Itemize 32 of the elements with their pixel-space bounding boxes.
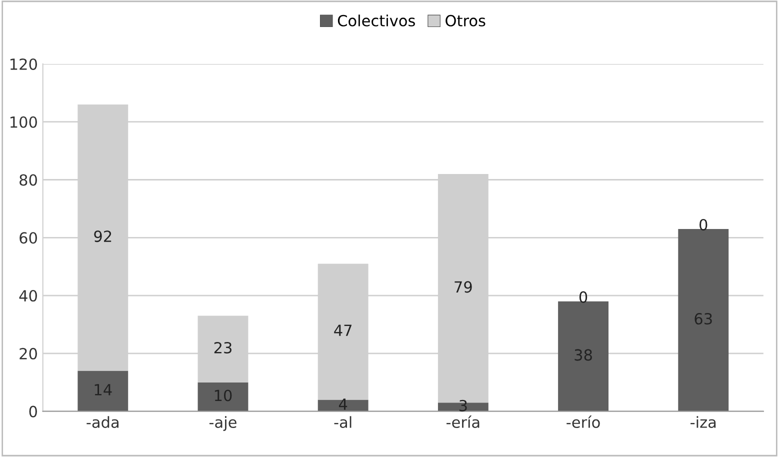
- data-label: 63: [694, 313, 712, 325]
- x-tick-label: -ería: [446, 416, 480, 428]
- x-tick-label: -aje: [209, 416, 236, 431]
- data-label: 47: [334, 324, 352, 336]
- y-tick-label: 100: [10, 116, 37, 128]
- data-label: 0: [700, 218, 708, 230]
- y-tick-label: 20: [20, 348, 37, 360]
- y-tick-label: 40: [19, 290, 37, 302]
- data-label: 23: [214, 342, 232, 354]
- data-label: 92: [94, 230, 112, 242]
- x-tick-label: -al: [334, 416, 352, 428]
- data-label: 14: [94, 384, 112, 396]
- x-tick-label: -ada: [86, 416, 118, 428]
- data-label: 10: [214, 390, 232, 402]
- y-tick-label: 120: [10, 58, 37, 70]
- bar: [318, 400, 368, 412]
- bar: [678, 228, 729, 412]
- data-label: 38: [574, 349, 592, 361]
- x-tick-label: -erío: [566, 416, 600, 428]
- y-tick-label: 80: [20, 174, 37, 186]
- bar: [198, 382, 248, 412]
- x-tick-label: -iza: [690, 416, 716, 428]
- data-label: 4: [338, 398, 348, 410]
- y-tick-label: 0: [29, 406, 37, 418]
- data-label: 3: [459, 400, 467, 412]
- legend-label: Colectivos: [338, 14, 415, 26]
- data-label: 79: [454, 281, 472, 293]
- legend-label: Otros: [446, 14, 486, 26]
- bar: [558, 301, 608, 412]
- data-label: 0: [579, 291, 588, 303]
- y-tick-label: 60: [20, 232, 37, 244]
- bar: [78, 370, 128, 412]
